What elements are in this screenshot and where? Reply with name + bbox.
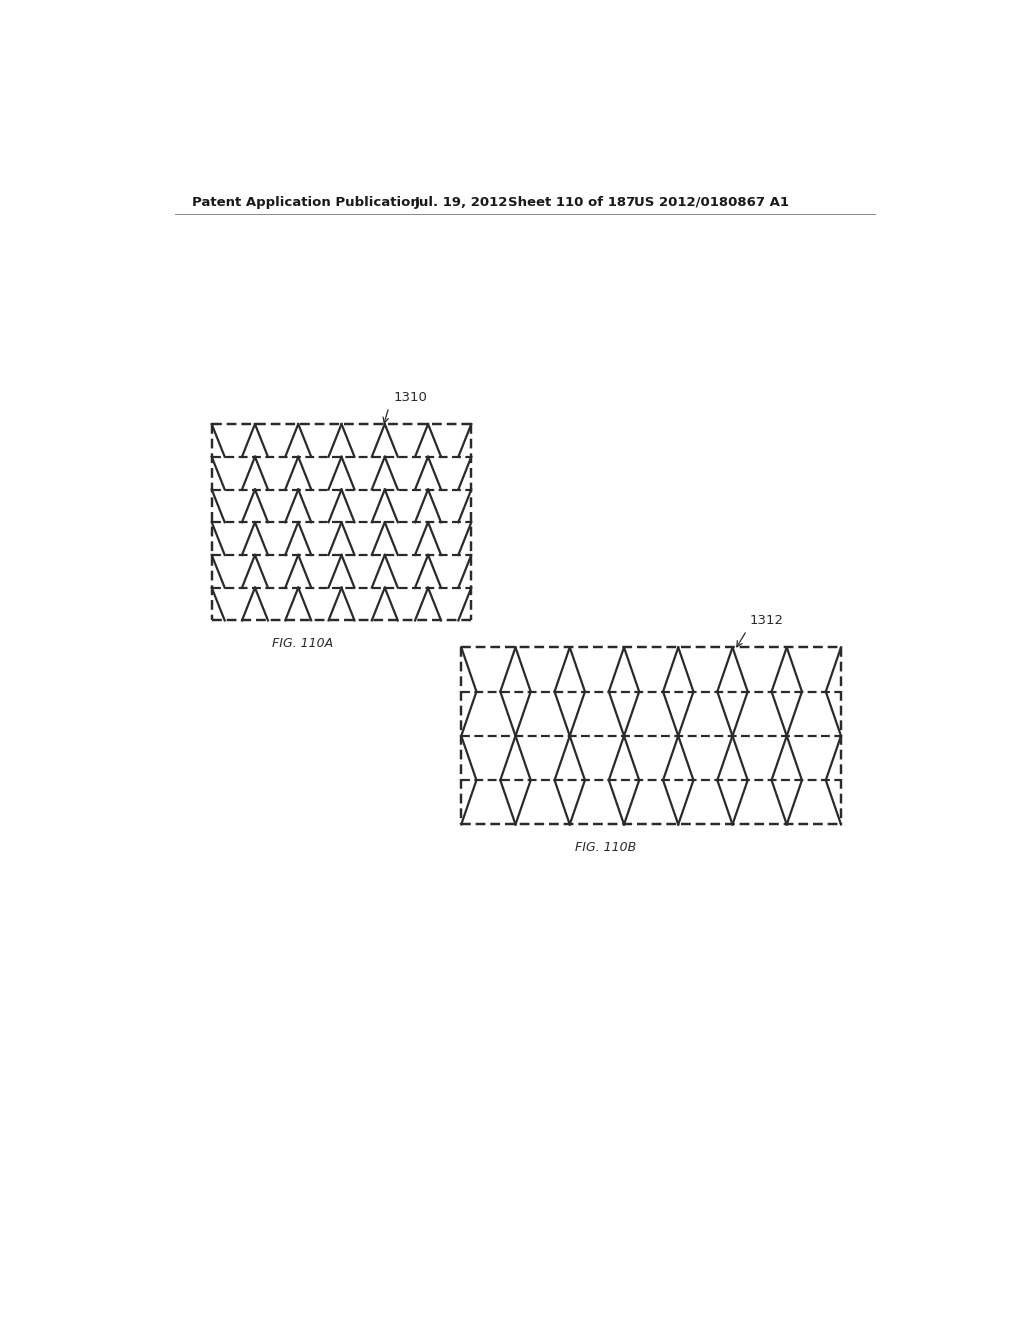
- Text: FIG. 110A: FIG. 110A: [272, 638, 333, 651]
- Text: 1310: 1310: [393, 391, 427, 404]
- Text: US 2012/0180867 A1: US 2012/0180867 A1: [634, 195, 790, 209]
- Text: Patent Application Publication: Patent Application Publication: [191, 195, 419, 209]
- Text: 1312: 1312: [750, 614, 783, 627]
- Text: Sheet 110 of 187: Sheet 110 of 187: [508, 195, 635, 209]
- Text: Jul. 19, 2012: Jul. 19, 2012: [415, 195, 508, 209]
- Text: FIG. 110B: FIG. 110B: [574, 841, 636, 854]
